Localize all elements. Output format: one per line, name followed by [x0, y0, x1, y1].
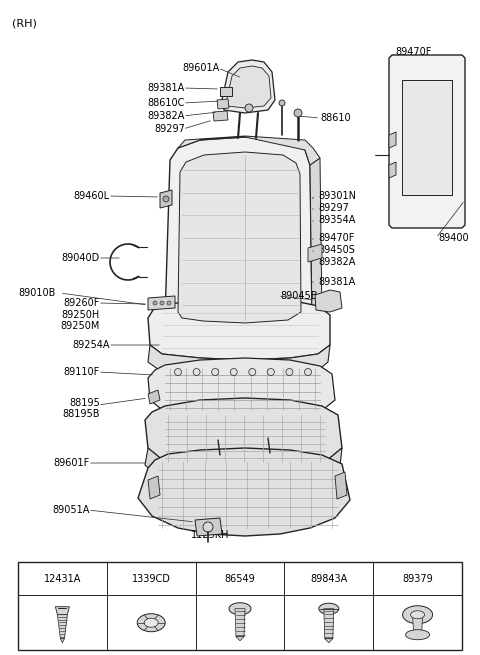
Text: 89381A: 89381A	[318, 277, 355, 287]
Text: 89051A: 89051A	[53, 505, 90, 515]
Polygon shape	[213, 111, 228, 121]
Polygon shape	[160, 190, 172, 208]
Polygon shape	[389, 132, 396, 148]
Text: 1339CD: 1339CD	[132, 574, 170, 584]
Text: 89254A: 89254A	[72, 340, 110, 350]
Text: 89297: 89297	[318, 203, 349, 213]
Text: 12431A: 12431A	[44, 574, 81, 584]
Polygon shape	[138, 448, 350, 536]
Circle shape	[212, 369, 219, 375]
Polygon shape	[178, 136, 320, 165]
Circle shape	[267, 369, 275, 375]
Polygon shape	[235, 608, 245, 637]
Text: 89297: 89297	[154, 124, 185, 134]
Circle shape	[245, 104, 253, 112]
Text: 89250M: 89250M	[60, 321, 100, 331]
Text: 89450S: 89450S	[318, 245, 355, 255]
Text: 89110F: 89110F	[64, 367, 100, 377]
Text: 89470F: 89470F	[395, 47, 432, 57]
Circle shape	[175, 369, 181, 375]
Polygon shape	[178, 152, 301, 323]
Text: 89379: 89379	[402, 574, 433, 584]
Circle shape	[167, 301, 171, 305]
Polygon shape	[145, 448, 342, 488]
Polygon shape	[236, 637, 244, 641]
Circle shape	[249, 369, 256, 375]
Polygon shape	[324, 608, 334, 639]
Text: 89260F: 89260F	[64, 298, 100, 308]
Text: 1125KH: 1125KH	[191, 530, 229, 540]
Circle shape	[193, 369, 200, 375]
Polygon shape	[402, 80, 452, 195]
Text: 89301N: 89301N	[318, 191, 356, 201]
Polygon shape	[389, 162, 396, 178]
Text: 89382A: 89382A	[318, 257, 355, 267]
Polygon shape	[389, 55, 465, 228]
Circle shape	[304, 369, 312, 375]
Text: 89843A: 89843A	[310, 574, 348, 584]
Text: 89400: 89400	[438, 233, 468, 243]
Polygon shape	[217, 99, 229, 109]
Text: 88610: 88610	[320, 113, 350, 123]
Polygon shape	[310, 158, 322, 326]
Text: 88195B: 88195B	[62, 409, 100, 419]
Ellipse shape	[410, 610, 425, 619]
Text: 89354A: 89354A	[318, 215, 355, 225]
Polygon shape	[58, 615, 67, 639]
Polygon shape	[413, 615, 422, 635]
Polygon shape	[55, 607, 70, 615]
Polygon shape	[315, 290, 342, 312]
Polygon shape	[335, 472, 347, 499]
Polygon shape	[220, 87, 232, 96]
Polygon shape	[227, 66, 271, 108]
Text: 89460L: 89460L	[74, 191, 110, 201]
Polygon shape	[222, 60, 275, 113]
Polygon shape	[145, 398, 342, 470]
Circle shape	[153, 301, 157, 305]
Text: 89381A: 89381A	[148, 83, 185, 93]
Circle shape	[294, 109, 302, 117]
Text: 89010B: 89010B	[18, 288, 55, 298]
Text: 89601A: 89601A	[183, 63, 220, 73]
Circle shape	[230, 369, 237, 375]
Text: (RH): (RH)	[12, 18, 37, 28]
Polygon shape	[18, 562, 462, 650]
Text: 88610C: 88610C	[148, 98, 185, 108]
Polygon shape	[308, 244, 322, 262]
Polygon shape	[325, 639, 333, 643]
Circle shape	[163, 196, 169, 202]
Circle shape	[279, 100, 285, 106]
Text: 89250H: 89250H	[62, 310, 100, 320]
Text: 86549: 86549	[225, 574, 255, 584]
Polygon shape	[165, 137, 312, 335]
Circle shape	[286, 369, 293, 375]
Ellipse shape	[319, 603, 339, 614]
Ellipse shape	[229, 603, 251, 615]
Polygon shape	[148, 298, 330, 360]
Text: 89045B: 89045B	[280, 291, 317, 301]
Polygon shape	[148, 476, 160, 499]
Polygon shape	[148, 390, 160, 404]
Text: 89470F: 89470F	[318, 233, 354, 243]
Text: 88195: 88195	[69, 398, 100, 408]
Circle shape	[160, 301, 164, 305]
Text: 89601F: 89601F	[54, 458, 90, 468]
Ellipse shape	[403, 606, 432, 624]
Ellipse shape	[144, 618, 158, 627]
Text: 89382A: 89382A	[148, 111, 185, 121]
Ellipse shape	[137, 614, 165, 631]
Polygon shape	[60, 639, 64, 643]
Polygon shape	[195, 518, 222, 536]
Polygon shape	[148, 296, 175, 310]
Polygon shape	[148, 345, 330, 378]
Ellipse shape	[406, 629, 430, 640]
Text: 89040D: 89040D	[62, 253, 100, 263]
Circle shape	[203, 522, 213, 532]
Polygon shape	[148, 358, 335, 420]
